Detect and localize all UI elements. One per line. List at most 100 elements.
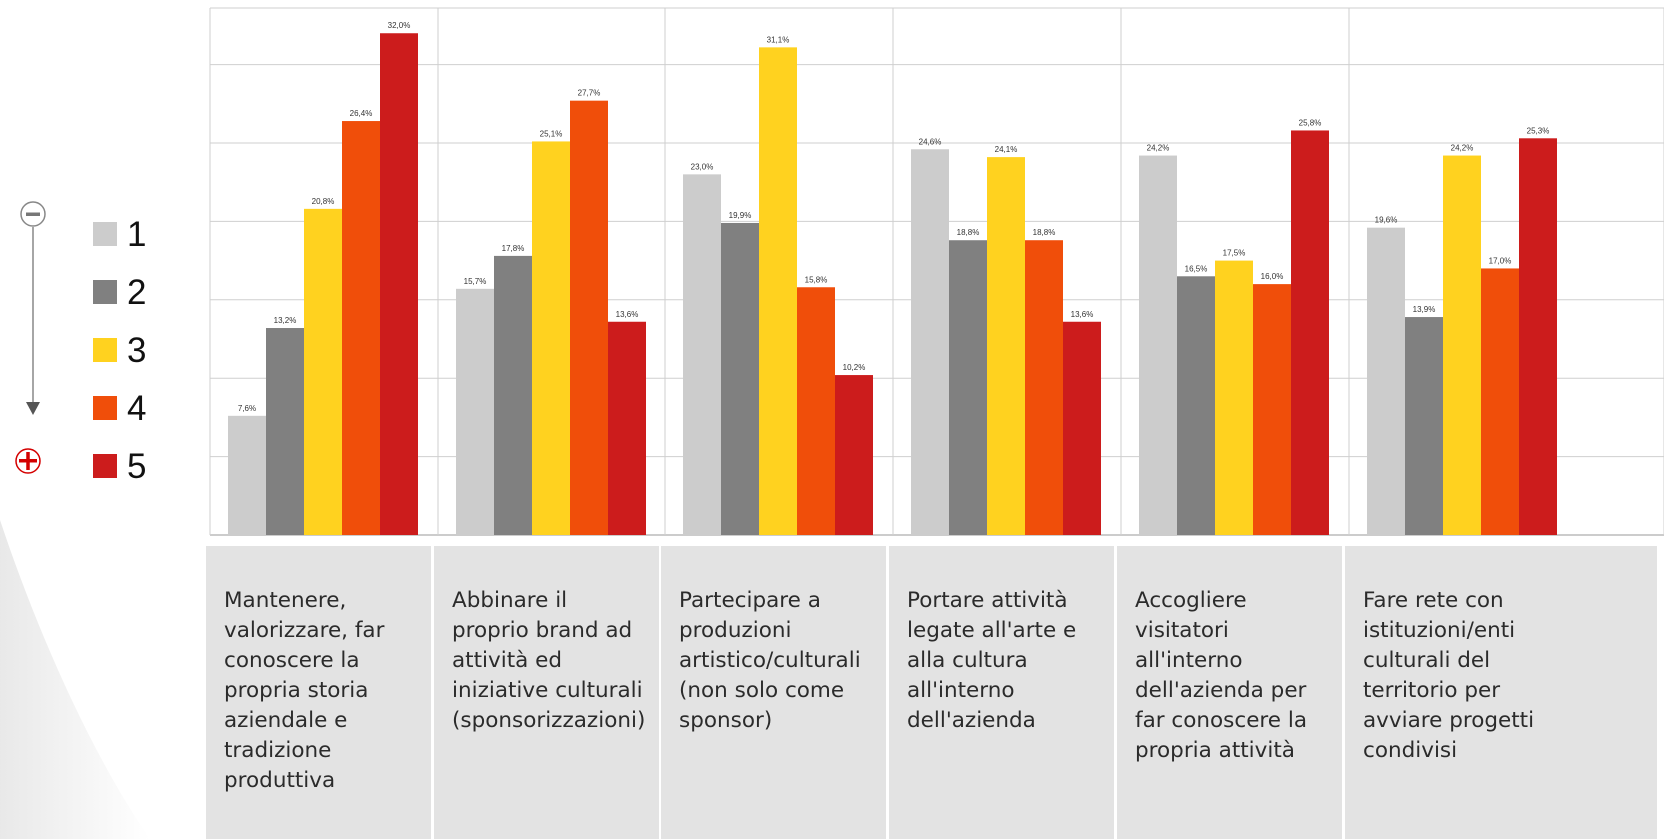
bar-2-series-3 xyxy=(532,141,570,535)
category-label-1: Mantenere, valorizzare, far conoscere la pr… xyxy=(224,586,384,796)
bar-3-series-4 xyxy=(797,287,835,535)
category-label-line: tradizione xyxy=(224,738,332,763)
category-label-line: attività ed xyxy=(452,648,563,673)
bar-5-series-3 xyxy=(1215,260,1253,535)
legend-swatch-4 xyxy=(93,396,117,420)
data-label-6-series-5: 25,3% xyxy=(1527,126,1550,135)
category-label-line: territorio per xyxy=(1363,678,1501,703)
category-label-line: aziendale e xyxy=(224,708,348,733)
bar-6-series-3 xyxy=(1443,155,1481,535)
category-label-line: all'interno xyxy=(907,678,1015,703)
category-label-line: Mantenere, xyxy=(224,588,347,613)
data-label-1-series-1: 7,6% xyxy=(238,404,256,413)
bar-1-series-1 xyxy=(228,415,266,535)
category-label-line: Portare attività xyxy=(907,588,1068,613)
bar-1-series-4 xyxy=(342,121,380,535)
bar-4-series-4 xyxy=(1025,240,1063,535)
data-label-6-series-2: 13,9% xyxy=(1413,305,1436,314)
data-label-3-series-5: 10,2% xyxy=(843,363,866,372)
category-label-line: artistico/culturali xyxy=(679,648,861,673)
legend-swatch-2 xyxy=(93,280,117,304)
arrow-down-icon xyxy=(26,227,40,415)
category-panel-4 xyxy=(889,546,1114,839)
legend-label-3: 3 xyxy=(127,330,147,370)
category-label-line: sponsor) xyxy=(679,708,773,733)
data-label-5-series-2: 16,5% xyxy=(1185,264,1208,273)
legend-item-2: 2 xyxy=(93,263,146,321)
data-label-6-series-4: 17,0% xyxy=(1489,256,1512,265)
category-label-line: Accogliere xyxy=(1135,588,1247,613)
category-label-4: Portare attività legate all'arte e alla cu… xyxy=(907,586,1076,736)
data-label-1-series-2: 13,2% xyxy=(274,316,297,325)
bar-2-series-1 xyxy=(456,288,494,535)
legend-item-5: 5 xyxy=(93,437,146,495)
data-label-4-series-4: 18,8% xyxy=(1033,228,1056,237)
data-label-1-series-3: 20,8% xyxy=(312,197,335,206)
category-label-line: culturali del xyxy=(1363,648,1491,673)
bar-3-series-5 xyxy=(835,375,873,535)
data-label-1-series-5: 32,0% xyxy=(388,21,411,30)
data-label-4-series-3: 24,1% xyxy=(995,145,1018,154)
legend-label-1: 1 xyxy=(127,214,147,254)
plus-circle-icon[interactable] xyxy=(15,448,41,474)
data-label-2-series-4: 27,7% xyxy=(578,89,601,98)
bar-2-series-2 xyxy=(494,255,532,535)
data-label-2-series-3: 25,1% xyxy=(540,129,563,138)
category-label-line: istituzioni/enti xyxy=(1363,618,1516,643)
category-label-line: (non solo come xyxy=(679,678,845,703)
category-label-line: Partecipare a xyxy=(679,588,821,613)
data-label-3-series-1: 23,0% xyxy=(691,162,714,171)
bar-5-series-4 xyxy=(1253,284,1291,535)
bar-1-series-2 xyxy=(266,328,304,535)
bar-1-series-3 xyxy=(304,208,342,535)
bar-5-series-2 xyxy=(1177,276,1215,535)
category-label-line: propria storia xyxy=(224,678,369,703)
category-label-line: legate all'arte e xyxy=(907,618,1077,643)
data-labels-layer: 7,6% 13,2% 20,8% 26,4% 32,0% 15,7% 17,8% 25,1% 2… xyxy=(238,21,1549,413)
bars-layer xyxy=(228,33,1557,536)
bar-6-series-4 xyxy=(1481,268,1519,535)
bar-3-series-2 xyxy=(721,222,759,535)
category-label-line: produzioni xyxy=(679,618,792,643)
data-label-3-series-2: 19,9% xyxy=(729,211,752,220)
category-label-line: valorizzare, far xyxy=(224,618,385,643)
bar-4-series-2 xyxy=(949,240,987,535)
category-label-line: iniziative culturali xyxy=(452,678,643,703)
category-label-line: produttiva xyxy=(224,768,336,793)
data-label-6-series-3: 24,2% xyxy=(1451,144,1474,153)
bar-3-series-3 xyxy=(759,47,797,536)
bar-4-series-3 xyxy=(987,157,1025,535)
legend-item-4: 4 xyxy=(93,379,146,437)
category-label-line: far conoscere la xyxy=(1135,708,1307,733)
bar-2-series-4 xyxy=(570,100,608,535)
data-label-5-series-3: 17,5% xyxy=(1223,249,1246,258)
category-label-2: Abbinare il proprio brand ad attività ed in… xyxy=(452,586,645,736)
legend-swatch-5 xyxy=(93,454,117,478)
bar-6-series-1 xyxy=(1367,227,1405,535)
bar-4-series-1 xyxy=(911,149,949,535)
category-label-line: alla cultura xyxy=(907,648,1028,673)
bar-4-series-5 xyxy=(1063,321,1101,535)
legend-label-2: 2 xyxy=(127,272,147,312)
minus-circle-icon[interactable] xyxy=(20,201,46,227)
legend-swatch-1 xyxy=(93,222,117,246)
category-label-line: avviare progetti xyxy=(1363,708,1535,733)
legend: 1 2 3 4 5 xyxy=(93,205,146,495)
data-label-2-series-5: 13,6% xyxy=(616,310,639,319)
data-label-5-series-4: 16,0% xyxy=(1261,272,1284,281)
legend-swatch-3 xyxy=(93,338,117,362)
category-label-3: Partecipare a produzioni artistico/cultura… xyxy=(679,586,861,736)
data-label-4-series-1: 24,6% xyxy=(919,137,942,146)
scale-control xyxy=(8,195,54,505)
legend-label-5: 5 xyxy=(127,446,147,486)
bar-6-series-2 xyxy=(1405,317,1443,535)
category-label-line: proprio brand ad xyxy=(452,618,633,643)
bar-5-series-1 xyxy=(1139,155,1177,535)
category-panel-2 xyxy=(434,546,659,839)
data-label-4-series-2: 18,8% xyxy=(957,228,980,237)
data-label-5-series-5: 25,8% xyxy=(1299,118,1322,127)
data-label-1-series-4: 26,4% xyxy=(350,109,373,118)
category-label-line: visitatori xyxy=(1135,618,1229,643)
bar-3-series-1 xyxy=(683,174,721,536)
category-label-line: Abbinare il xyxy=(452,588,568,613)
